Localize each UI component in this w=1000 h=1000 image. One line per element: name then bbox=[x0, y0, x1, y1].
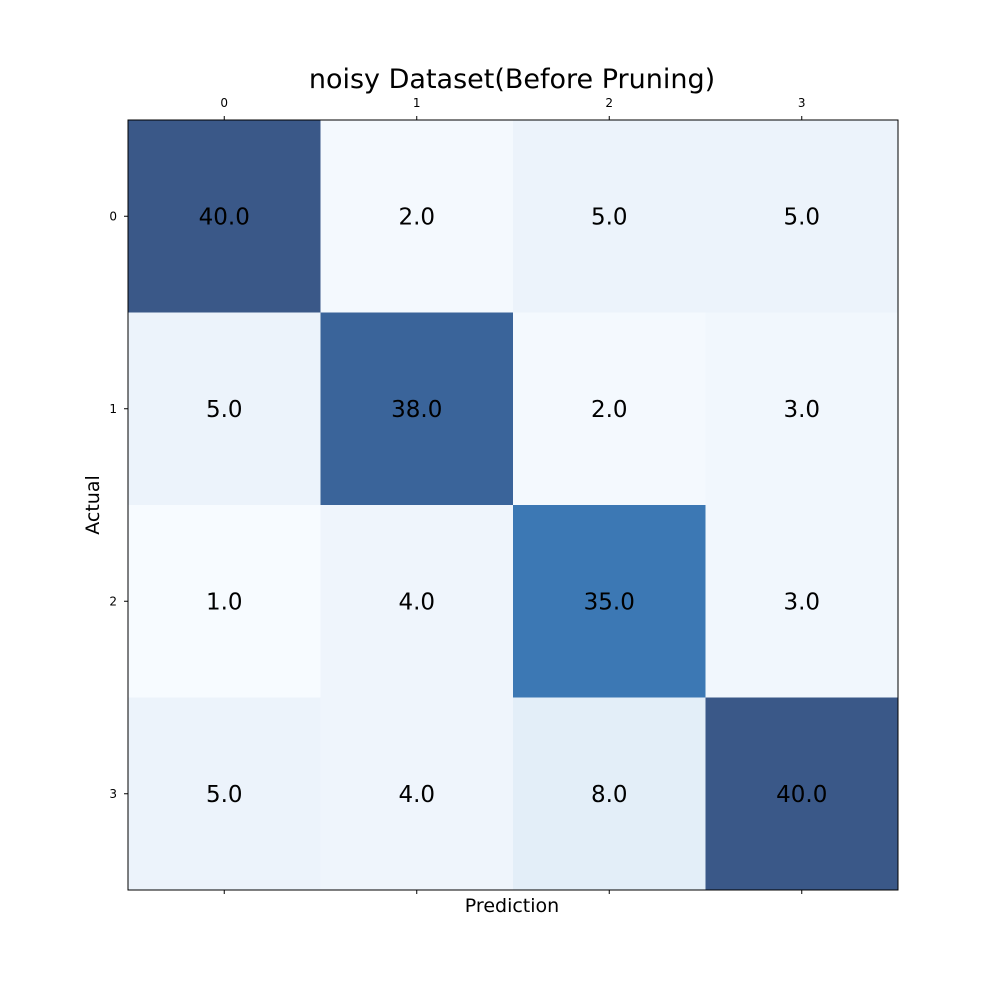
cell-value-r3-c0: 5.0 bbox=[206, 782, 243, 808]
cell-value-r2-c0: 1.0 bbox=[206, 589, 243, 615]
cell-value-labels: 40.0 2.0 5.0 5.0 5.0 38.0 2.0 3.0 1.0 4.0 35.0 3.0 5… bbox=[199, 204, 828, 808]
heatmap-cell-r0-c3 bbox=[705, 120, 899, 313]
cell-value-r0-c0: 40.0 bbox=[199, 204, 250, 230]
cell-value-r0-c1: 2.0 bbox=[398, 204, 435, 230]
cell-value-r3-c1: 4.0 bbox=[398, 782, 435, 808]
heatmap-cell-r2-c0 bbox=[128, 505, 321, 698]
cell-value-r1-c2: 2.0 bbox=[591, 397, 628, 423]
cell-value-r2-c3: 3.0 bbox=[783, 589, 820, 615]
x-tick-label-2: 2 bbox=[605, 96, 613, 110]
heatmap-cell-r1-c3 bbox=[705, 312, 899, 506]
y-tick-label-2: 2 bbox=[109, 594, 117, 608]
heatmap-cell-r0-c1 bbox=[320, 120, 514, 313]
plot-frame bbox=[127, 119, 899, 891]
cell-value-r3-c2: 8.0 bbox=[591, 782, 628, 808]
cell-value-r2-c1: 4.0 bbox=[398, 589, 435, 615]
heatmap-cell-r3-c1 bbox=[320, 697, 514, 891]
x-tick-label-1: 1 bbox=[413, 96, 421, 110]
heatmap-cell-r1-c2 bbox=[513, 312, 706, 506]
y-axis-label: Actual bbox=[82, 475, 104, 535]
heatmap-cell-r3-c0 bbox=[128, 697, 321, 891]
y-tick-label-3: 3 bbox=[109, 787, 117, 801]
heatmap-cells bbox=[128, 120, 899, 891]
axis-ticks: 0 1 2 3 0 1 2 3 bbox=[109, 96, 806, 894]
x-tick-label-0: 0 bbox=[220, 96, 228, 110]
heatmap-cell-r2-c3 bbox=[705, 505, 899, 698]
y-tick-label-0: 0 bbox=[109, 209, 117, 223]
chart-title: noisy Dataset(Before Pruning) bbox=[309, 64, 715, 95]
heatmap-cell-r1-c0 bbox=[128, 312, 321, 506]
cell-value-r1-c0: 5.0 bbox=[206, 397, 243, 423]
cell-value-r0-c2: 5.0 bbox=[591, 204, 628, 230]
heatmap-cell-r3-c3 bbox=[705, 697, 899, 891]
heatmap-cell-r2-c2 bbox=[513, 505, 706, 698]
x-tick-label-3: 3 bbox=[798, 96, 806, 110]
heatmap-cell-r1-c1 bbox=[320, 312, 514, 506]
x-axis-label: Prediction bbox=[465, 895, 559, 917]
heatmap-cell-r0-c2 bbox=[513, 120, 706, 313]
cell-value-r0-c3: 5.0 bbox=[783, 204, 820, 230]
heatmap-cell-r2-c1 bbox=[320, 505, 514, 698]
heatmap-cell-r3-c2 bbox=[513, 697, 706, 891]
cell-value-r1-c1: 38.0 bbox=[391, 397, 442, 423]
y-tick-label-1: 1 bbox=[109, 402, 117, 416]
cell-value-r2-c2: 35.0 bbox=[584, 589, 635, 615]
cell-value-r1-c3: 3.0 bbox=[783, 397, 820, 423]
cell-value-r3-c3: 40.0 bbox=[776, 782, 827, 808]
heatmap-cell-r0-c0 bbox=[128, 120, 321, 313]
